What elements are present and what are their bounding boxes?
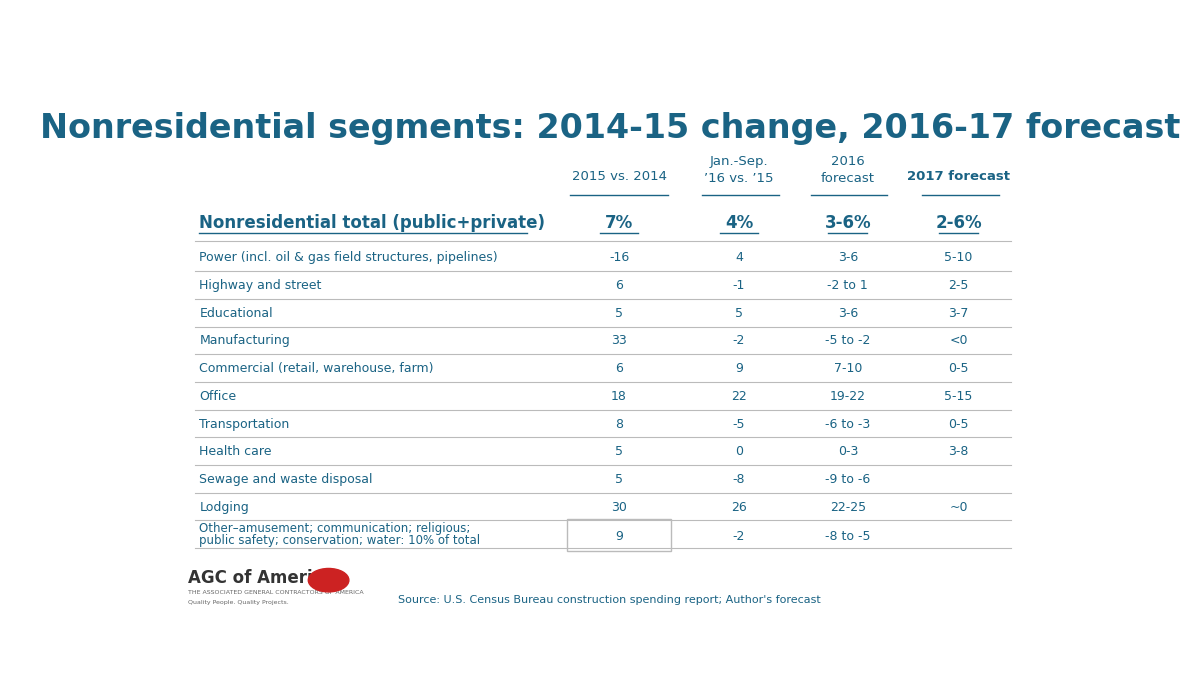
Text: Manufacturing: Manufacturing xyxy=(200,334,290,347)
Text: -2: -2 xyxy=(733,530,745,543)
Text: <0: <0 xyxy=(950,334,967,347)
Text: 22-25: 22-25 xyxy=(829,501,866,513)
Text: 8: 8 xyxy=(615,417,624,430)
Text: 0-3: 0-3 xyxy=(838,445,858,458)
Text: Jan.-Sep.: Jan.-Sep. xyxy=(709,155,769,168)
Text: forecast: forecast xyxy=(821,172,875,185)
Text: 5-15: 5-15 xyxy=(945,390,972,403)
Text: -9 to -6: -9 to -6 xyxy=(825,473,870,486)
Text: 33: 33 xyxy=(612,334,627,347)
Text: 5: 5 xyxy=(735,307,743,320)
Text: -6 to -3: -6 to -3 xyxy=(825,417,870,430)
Text: Office: Office xyxy=(200,390,237,403)
Text: Other–amusement; communication; religious;: Other–amusement; communication; religiou… xyxy=(200,522,471,535)
Text: 2-5: 2-5 xyxy=(948,279,969,292)
Text: AGC of America: AGC of America xyxy=(188,569,334,587)
Text: -5 to -2: -5 to -2 xyxy=(825,334,871,347)
Text: 30: 30 xyxy=(612,501,627,513)
Text: 3-8: 3-8 xyxy=(948,445,969,458)
Text: Lodging: Lodging xyxy=(200,501,249,513)
Text: Power (incl. oil & gas field structures, pipelines): Power (incl. oil & gas field structures,… xyxy=(200,251,499,264)
Text: 5-10: 5-10 xyxy=(945,251,972,264)
Text: -8: -8 xyxy=(733,473,745,486)
Text: -2 to 1: -2 to 1 xyxy=(827,279,869,292)
Text: public safety; conservation; water: 10% of total: public safety; conservation; water: 10% … xyxy=(200,534,481,547)
Text: Source: U.S. Census Bureau construction spending report; Author's forecast: Source: U.S. Census Bureau construction … xyxy=(399,595,821,605)
Text: Health care: Health care xyxy=(200,445,273,458)
Text: 9: 9 xyxy=(615,530,624,543)
Text: -16: -16 xyxy=(609,251,630,264)
Text: Transportation: Transportation xyxy=(200,417,289,430)
Text: Quality People. Quality Projects.: Quality People. Quality Projects. xyxy=(188,599,289,605)
Text: 2-6%: 2-6% xyxy=(935,214,982,232)
Text: 18: 18 xyxy=(612,390,627,403)
Text: 2015 vs. 2014: 2015 vs. 2014 xyxy=(571,170,666,183)
Text: 6: 6 xyxy=(615,279,624,292)
Text: 5: 5 xyxy=(615,473,624,486)
Text: 4: 4 xyxy=(735,251,743,264)
Text: 7%: 7% xyxy=(605,214,633,232)
Text: Highway and street: Highway and street xyxy=(200,279,321,292)
Text: 5: 5 xyxy=(615,445,624,458)
Text: 9: 9 xyxy=(735,362,743,375)
Text: 3-6: 3-6 xyxy=(838,307,858,320)
Text: -2: -2 xyxy=(733,334,745,347)
Text: 5: 5 xyxy=(615,307,624,320)
Text: 22: 22 xyxy=(731,390,747,403)
Text: Commercial (retail, warehouse, farm): Commercial (retail, warehouse, farm) xyxy=(200,362,434,375)
Text: ~0: ~0 xyxy=(950,501,967,513)
Circle shape xyxy=(308,568,349,592)
Text: 19-22: 19-22 xyxy=(829,390,866,403)
Text: 0: 0 xyxy=(735,445,743,458)
Text: -5: -5 xyxy=(733,417,745,430)
Text: Nonresidential total (public+private): Nonresidential total (public+private) xyxy=(200,214,545,232)
Text: -8 to -5: -8 to -5 xyxy=(825,530,871,543)
Text: 0-5: 0-5 xyxy=(948,362,969,375)
Text: ’16 vs. ’15: ’16 vs. ’15 xyxy=(704,172,774,185)
Text: 0-5: 0-5 xyxy=(948,417,969,430)
Text: 2016: 2016 xyxy=(831,155,865,168)
Text: 2017 forecast: 2017 forecast xyxy=(907,170,1010,183)
Text: -1: -1 xyxy=(733,279,745,292)
Text: 26: 26 xyxy=(731,501,747,513)
Text: 7-10: 7-10 xyxy=(834,362,862,375)
Text: 4%: 4% xyxy=(725,214,753,232)
Text: 3-6: 3-6 xyxy=(838,251,858,264)
Text: 3-7: 3-7 xyxy=(948,307,969,320)
Text: Sewage and waste disposal: Sewage and waste disposal xyxy=(200,473,372,486)
Text: Educational: Educational xyxy=(200,307,273,320)
Text: 6: 6 xyxy=(615,362,624,375)
Text: THE ASSOCIATED GENERAL CONTRACTORS OF AMERICA: THE ASSOCIATED GENERAL CONTRACTORS OF AM… xyxy=(188,590,364,595)
Text: 3-6%: 3-6% xyxy=(825,214,871,232)
Text: Nonresidential segments: 2014-15 change, 2016-17 forecast: Nonresidential segments: 2014-15 change,… xyxy=(39,112,1180,145)
